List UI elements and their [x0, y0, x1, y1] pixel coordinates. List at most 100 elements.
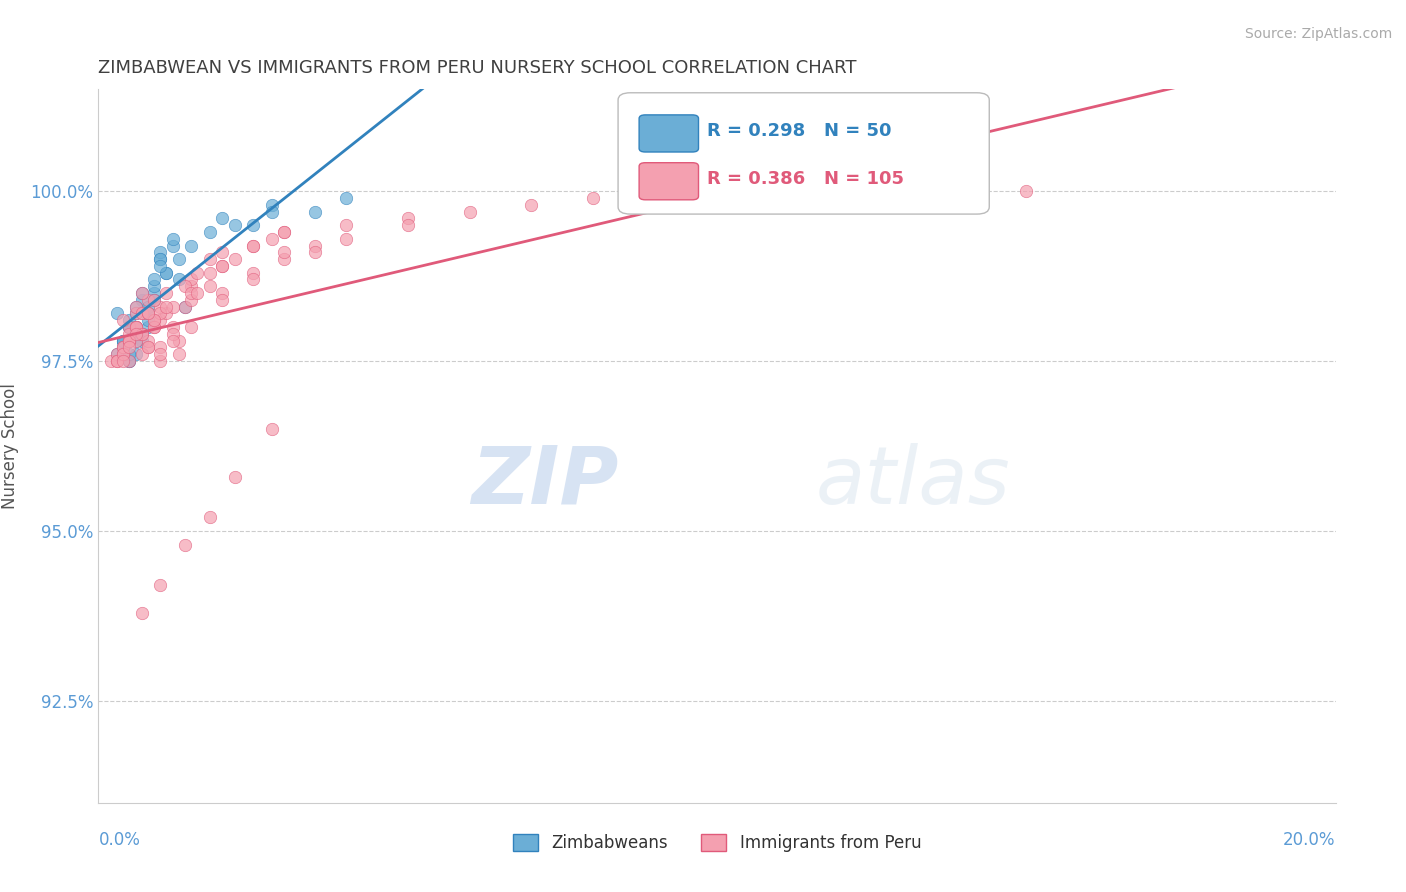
Point [211, 259, 233, 273]
Point [105, 354, 128, 368]
Point [149, 306, 172, 320]
Point [198, 252, 221, 266]
Point [143, 279, 166, 293]
Point [124, 306, 146, 320]
Point [124, 334, 146, 348]
Point [149, 245, 172, 260]
Point [224, 252, 246, 266]
Point [131, 286, 153, 301]
Point [180, 293, 202, 307]
Point [260, 232, 283, 246]
Point [143, 272, 166, 286]
Point [112, 334, 135, 348]
Point [143, 286, 166, 301]
Point [273, 225, 295, 239]
Text: ZIP: ZIP [471, 442, 619, 521]
Point [520, 198, 543, 212]
Point [180, 279, 202, 293]
Point [143, 293, 166, 307]
Point [155, 266, 177, 280]
Point [136, 306, 159, 320]
Point [112, 341, 135, 355]
Point [174, 300, 197, 314]
Point [149, 313, 172, 327]
Point [174, 300, 197, 314]
Point [162, 300, 184, 314]
Point [155, 306, 177, 320]
Point [131, 326, 153, 341]
Point [143, 320, 166, 334]
Point [118, 354, 141, 368]
Point [162, 334, 184, 348]
Point [105, 347, 128, 361]
Point [396, 218, 419, 232]
Point [105, 354, 128, 368]
Text: 20.0%: 20.0% [1284, 831, 1336, 849]
Point [211, 293, 233, 307]
Point [143, 293, 166, 307]
Point [211, 245, 233, 260]
Point [891, 184, 914, 198]
Point [136, 341, 159, 355]
Point [124, 300, 146, 314]
Point [224, 469, 246, 483]
Point [953, 184, 976, 198]
Point [180, 238, 202, 252]
Point [242, 238, 264, 252]
Point [143, 313, 166, 327]
Point [149, 578, 172, 592]
Point [118, 320, 141, 334]
Point [112, 341, 135, 355]
Point [304, 245, 326, 260]
Point [112, 334, 135, 348]
Point [260, 204, 283, 219]
Point [124, 306, 146, 320]
Point [112, 334, 135, 348]
Point [136, 320, 159, 334]
Point [149, 259, 172, 273]
Point [118, 354, 141, 368]
Point [118, 313, 141, 327]
Point [458, 204, 481, 219]
Point [260, 422, 283, 436]
Point [167, 252, 190, 266]
Point [582, 191, 605, 205]
Point [105, 347, 128, 361]
Point [224, 218, 246, 232]
Text: R = 0.298   N = 50: R = 0.298 N = 50 [707, 122, 891, 140]
Point [211, 259, 233, 273]
Point [112, 347, 135, 361]
Point [396, 211, 419, 226]
Point [131, 293, 153, 307]
Point [162, 232, 184, 246]
Point [105, 306, 128, 320]
Point [155, 300, 177, 314]
Point [131, 606, 153, 620]
Y-axis label: Nursery School: Nursery School [1, 383, 20, 509]
Point [118, 320, 141, 334]
Point [186, 286, 208, 301]
Text: 0.0%: 0.0% [98, 831, 141, 849]
Point [131, 334, 153, 348]
Text: R = 0.386   N = 105: R = 0.386 N = 105 [707, 170, 904, 188]
Point [304, 238, 326, 252]
FancyBboxPatch shape [619, 93, 990, 214]
Point [143, 320, 166, 334]
Point [198, 279, 221, 293]
Point [124, 347, 146, 361]
Point [124, 320, 146, 334]
Point [136, 313, 159, 327]
Point [167, 347, 190, 361]
Point [211, 211, 233, 226]
Point [174, 279, 197, 293]
Point [136, 300, 159, 314]
Point [242, 218, 264, 232]
Point [174, 537, 197, 551]
Point [112, 341, 135, 355]
Point [335, 191, 357, 205]
Point [118, 334, 141, 348]
Point [118, 320, 141, 334]
Text: atlas: atlas [815, 442, 1011, 521]
Point [242, 272, 264, 286]
Point [136, 293, 159, 307]
